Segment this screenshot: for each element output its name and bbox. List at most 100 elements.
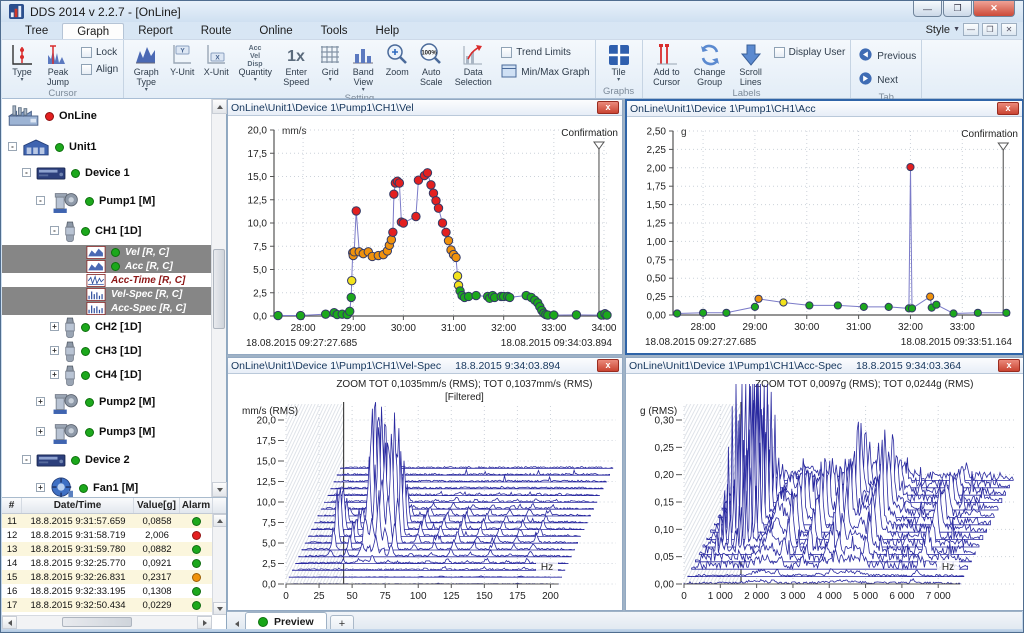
panel-close-button[interactable]: x	[997, 102, 1019, 115]
tree-scroll-up[interactable]	[212, 99, 227, 114]
tree-item-pump2-m[interactable]: + Pump2 [M]	[2, 387, 211, 417]
tree-item-fan1-m[interactable]: + Fan1 [M]	[2, 473, 211, 497]
expand-icon[interactable]: +	[50, 370, 59, 379]
y-unit-button[interactable]: Y Y-Unit	[165, 40, 199, 78]
zoom-button[interactable]: Zoom	[381, 40, 413, 78]
minimize-button[interactable]: ―	[913, 1, 942, 17]
expand-icon[interactable]: +	[36, 483, 45, 492]
svg-text:28:00: 28:00	[291, 323, 316, 334]
data-selection-button[interactable]: Data Selection	[449, 40, 497, 88]
auto-scale-button[interactable]: 100% Auto Scale	[413, 40, 449, 88]
peak-jump-label: Peak Jump	[46, 67, 69, 87]
tab-preview[interactable]: Preview	[245, 612, 327, 631]
tree-scrollbar[interactable]	[211, 99, 227, 497]
chart-svg-4[interactable]: ZOOM TOT 0,0097g (RMS); TOT 0,0244g (RMS…	[626, 374, 1023, 610]
tile-button[interactable]: Tile ▾	[599, 40, 639, 83]
menu-tab-tree[interactable]: Tree	[25, 25, 49, 37]
tree-item-vel-spec-r-c[interactable]: Vel-Spec [R, C]	[2, 287, 211, 301]
tree-item-device-2[interactable]: - Device 2	[2, 447, 211, 473]
menu-tab-graph[interactable]: Graph	[62, 23, 125, 39]
collapse-icon[interactable]: -	[50, 226, 59, 235]
alarm-cell	[180, 514, 213, 528]
x-unit-button[interactable]: X X-Unit	[199, 40, 233, 78]
table-row[interactable]: 16 18.8.2015 9:32:33.195 0,1308	[2, 584, 226, 598]
tree-item-acc-spec-r-c[interactable]: Acc-Spec [R, C]	[2, 301, 211, 315]
style-dropdown-icon[interactable]: ▼	[953, 26, 960, 33]
next-button[interactable]: Next	[858, 71, 916, 89]
band-view-button[interactable]: Band View ▾	[345, 40, 381, 93]
tree-item-acc-time-r-c[interactable]: Acc-Time [R, C]	[2, 273, 211, 287]
add-to-cursor-button[interactable]: Add to Cursor	[646, 40, 688, 88]
quantity-button[interactable]: Acc Vel Disp Quantity ▾	[233, 40, 277, 83]
tree-item-pump3-m[interactable]: + Pump3 [M]	[2, 417, 211, 447]
table-row[interactable]: 13 18.8.2015 9:31:59.780 0,0882	[2, 542, 226, 556]
tree-item-ch2-1d[interactable]: + CH2 [1D]	[2, 315, 211, 339]
table-hscrollbar[interactable]	[2, 615, 212, 629]
menu-tab-online[interactable]: Online	[259, 25, 293, 37]
tree-item-vel-r-c[interactable]: Vel [R, C]	[2, 245, 211, 259]
lock-checkbox[interactable]: Lock	[81, 47, 118, 58]
tree-item-ch4-1d[interactable]: + CH4 [1D]	[2, 363, 211, 387]
tree-item-acc-r-c[interactable]: Acc [R, C]	[2, 259, 211, 273]
expand-icon[interactable]: +	[36, 397, 45, 406]
tree-item-online[interactable]: OnLine	[2, 99, 211, 133]
collapse-icon[interactable]: -	[8, 142, 17, 151]
tab-scroll-left-icon[interactable]	[235, 621, 239, 627]
type-button[interactable]: Type ▾	[5, 40, 39, 83]
previous-button[interactable]: Previous	[858, 47, 916, 65]
expand-icon[interactable]: +	[50, 346, 59, 355]
window-bottom-edge	[1, 629, 1023, 632]
peak-jump-button[interactable]: Peak Jump	[39, 40, 77, 88]
tree-item-pump1-m[interactable]: - Pump1 [M]	[2, 185, 211, 217]
collapse-icon[interactable]: -	[22, 168, 31, 177]
menu-tab-route[interactable]: Route	[200, 25, 232, 37]
change-group-button[interactable]: Change Group	[688, 40, 732, 88]
collapse-icon[interactable]: -	[36, 196, 45, 205]
chart-icon	[86, 245, 106, 259]
tree-item-ch1-1d[interactable]: - CH1 [1D]	[2, 217, 211, 245]
column-header-value-g[interactable]: Value[g]	[134, 498, 180, 513]
enter-speed-button[interactable]: 1x Enter Speed	[277, 40, 315, 88]
mdi-close-button[interactable]: ✕	[1001, 23, 1017, 36]
menu-tab-help[interactable]: Help	[375, 25, 400, 37]
chart-svg-1[interactable]: 0,0 2,5 5,0 7,5 10,0 12,5 15,0 17,5 20,0 28:00 29:…	[228, 116, 622, 354]
scroll-lines-button[interactable]: Scroll Lines	[732, 40, 770, 88]
grid-button[interactable]: Grid ▾	[315, 40, 345, 83]
column-header-[interactable]: #	[2, 498, 22, 513]
menu-tab-tools[interactable]: Tools	[320, 25, 348, 37]
graph-type-button[interactable]: Graph Type ▾	[127, 40, 165, 93]
menu-tab-report[interactable]: Report	[138, 25, 173, 37]
expand-icon[interactable]: +	[36, 427, 45, 436]
align-checkbox[interactable]: Align	[81, 64, 118, 75]
table-row[interactable]: 14 18.8.2015 9:32:25.770 0,0921	[2, 556, 226, 570]
tree-scroll-thumb[interactable]	[213, 249, 225, 329]
tree-item-unit1[interactable]: - Unit1	[2, 133, 211, 161]
panel-close-button[interactable]: x	[597, 359, 619, 372]
table-row[interactable]: 12 18.8.2015 9:31:58.719 2,006	[2, 528, 226, 542]
chart-svg-3[interactable]: ZOOM TOT 0,1035mm/s (RMS); TOT 0,1037mm/…	[228, 374, 622, 610]
tree-item-ch3-1d[interactable]: + CH3 [1D]	[2, 339, 211, 363]
trend-limits-checkbox[interactable]: Trend Limits	[501, 47, 589, 58]
table-vscrollbar[interactable]	[212, 514, 226, 615]
expand-icon[interactable]: +	[50, 322, 59, 331]
min-max-graph-button[interactable]: Min/Max Graph	[501, 64, 590, 81]
mdi-restore-button[interactable]: ❐	[982, 23, 998, 36]
style-menu[interactable]: Style	[925, 23, 951, 36]
table-row[interactable]: 15 18.8.2015 9:32:26.831 0,2317	[2, 570, 226, 584]
panel-close-button[interactable]: x	[597, 101, 619, 114]
chart-svg-2[interactable]: 0,00 0,25 0,50 0,75 1,00 1,25 1,50 1,75 2,00 2,25…	[627, 117, 1022, 353]
mdi-minimize-button[interactable]: ―	[963, 23, 979, 36]
svg-text:1,00: 1,00	[647, 237, 667, 248]
table-row[interactable]: 11 18.8.2015 9:31:57.659 0,0858	[2, 514, 226, 528]
display-user-checkbox[interactable]: Display User	[773, 47, 845, 58]
table-row[interactable]: 17 18.8.2015 9:32:50.434 0,0229	[2, 598, 226, 612]
tree-item-device-1[interactable]: - Device 1	[2, 161, 211, 185]
tree-scroll-down[interactable]	[212, 482, 227, 497]
column-header-alarm[interactable]: Alarm	[180, 498, 213, 513]
collapse-icon[interactable]: -	[22, 455, 31, 464]
maximize-button[interactable]: ❐	[943, 1, 972, 17]
add-tab-button[interactable]: +	[329, 615, 355, 631]
panel-close-button[interactable]: x	[998, 359, 1020, 372]
column-header-date-time[interactable]: Date/Time	[22, 498, 134, 513]
close-button[interactable]: ✕	[973, 1, 1015, 17]
